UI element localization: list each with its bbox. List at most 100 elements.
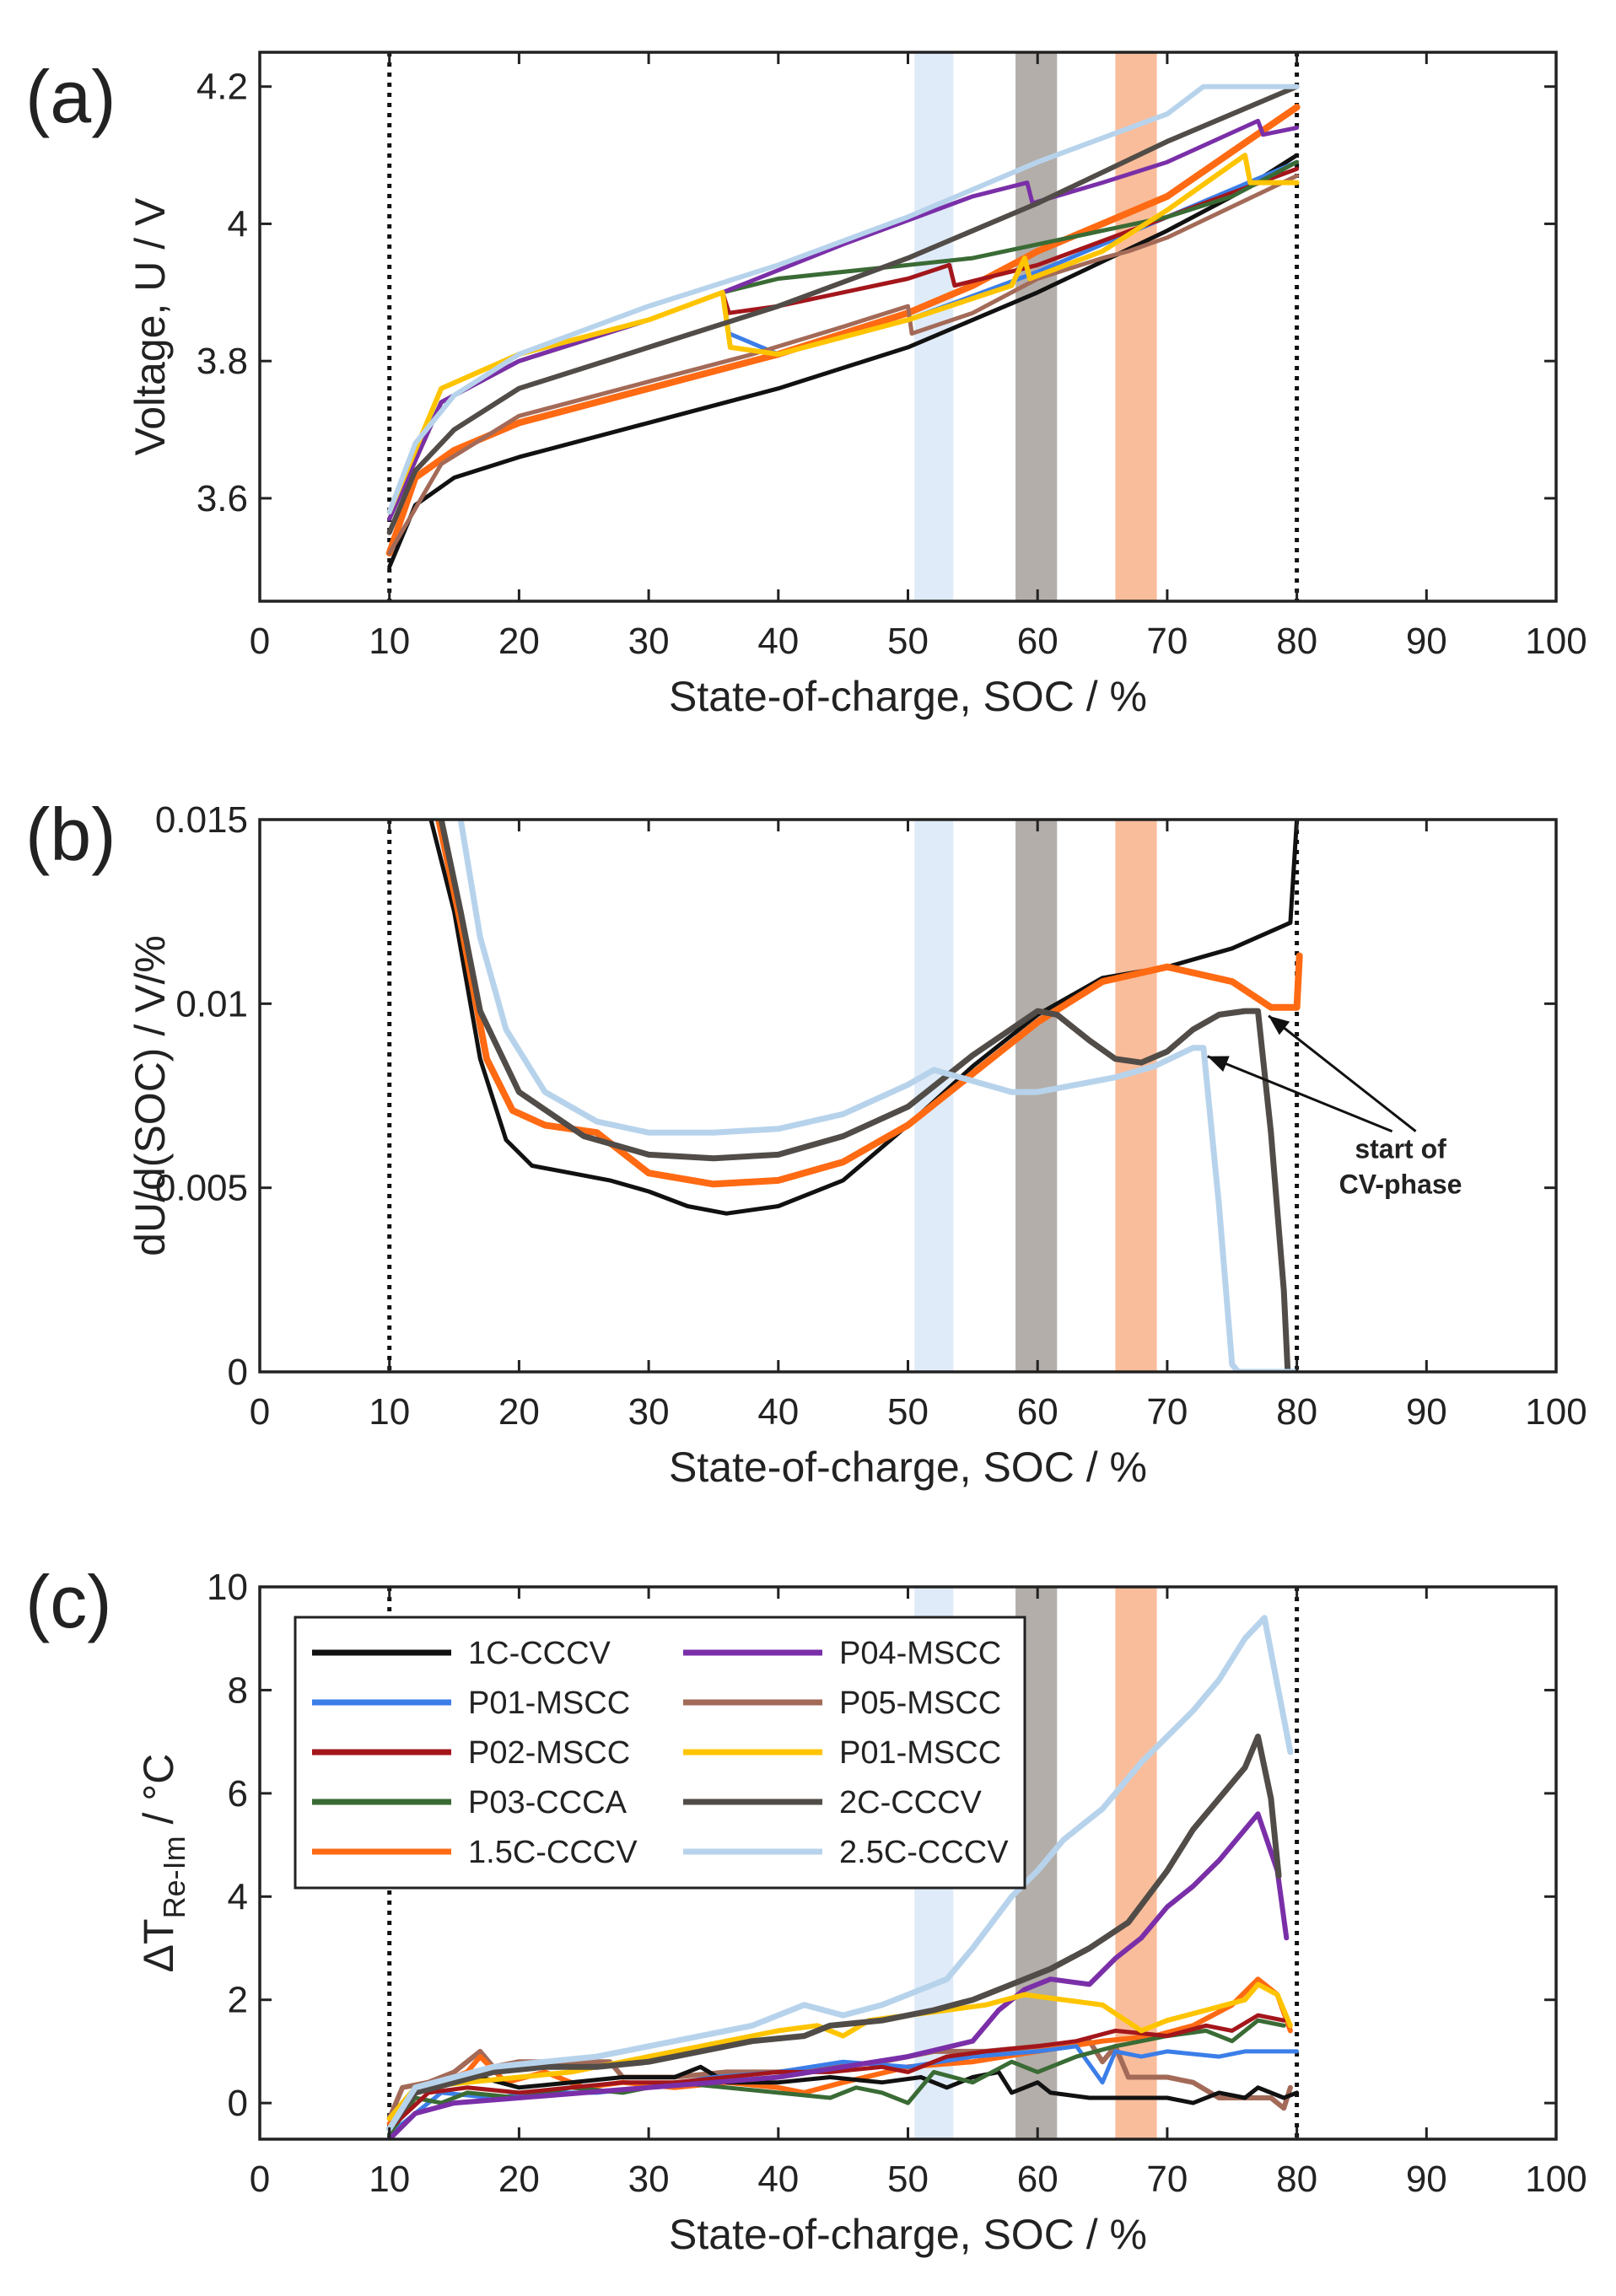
soc-band [1115,820,1157,1372]
soc-band [1015,820,1058,1372]
annotation-text: start of [1355,1134,1446,1164]
legend-label: 2C-CCCV [839,1785,983,1820]
y-tick-label: 10 [207,1567,248,1608]
y-tick-label: 3.6 [197,478,248,519]
x-tick-label: 30 [628,2159,670,2200]
y-tick-label: 6 [228,1773,248,1815]
x-tick-label: 30 [628,621,670,662]
series-line-1-5c-cccv [386,1976,1293,2127]
x-tick-label: 30 [628,1391,670,1433]
x-tick-label: 40 [757,2159,799,2200]
legend-label: P05-MSCC [839,1686,1001,1721]
y-axis-title: Voltage, U / V [127,197,174,455]
x-tick-label: 70 [1146,1391,1188,1433]
x-tick-label: 0 [250,621,270,662]
series-line-1c-cccv [428,820,1300,1216]
series-line-2c-cccv [438,820,1291,1372]
x-tick-label: 80 [1276,1391,1317,1433]
series-group [428,820,1303,1372]
x-tick-label: 20 [498,2159,540,2200]
x-tick-label: 60 [1017,2159,1058,2200]
annotation-arrow-head [1207,1056,1230,1073]
y-tick-label: 8 [228,1670,248,1711]
y-tick-label: 0.01 [175,983,248,1024]
x-tick-label: 0 [250,1391,270,1433]
annotation-text: CV-phase [1339,1170,1462,1200]
x-axis-title: State-of-charge, SOC / % [669,1444,1147,1491]
y-tick-label: 4 [228,1876,248,1917]
x-tick-label: 40 [757,621,799,662]
y-tick-label: 0.015 [155,799,248,841]
series-line-2-5c-cccv [386,1615,1294,2132]
x-tick-label: 50 [887,1391,929,1433]
legend-label: 2.5C-CCCV [839,1835,1009,1870]
x-tick-label: 50 [887,621,929,662]
annotation-arrow-head [1269,1015,1290,1035]
x-tick-label: 90 [1406,2159,1447,2200]
x-tick-label: 80 [1276,2159,1317,2200]
series-line-1c-cccv [387,2064,1300,2137]
annotation-arrow-shaft [1207,1055,1393,1133]
annotation-arrow-shaft [1268,1014,1417,1132]
legend-label: P01-MSCC [839,1735,1001,1771]
series-group [386,1615,1300,2139]
x-tick-label: 20 [498,621,540,662]
y-axis-title: ΔTRe-Im / °C [135,1754,191,1973]
y-tick-label: 0.005 [155,1168,248,1209]
panel-label: (c) [25,1560,112,1643]
series-line-p01-mscc [386,153,1300,515]
series-line-2-5c-cccv [457,820,1301,1372]
x-tick-label: 100 [1525,1391,1586,1433]
legend-label: P04-MSCC [839,1636,1001,1671]
series-line-1-5c-cccv [385,104,1301,557]
y-tick-label: 3.8 [197,341,248,382]
legend-label: 1C-CCCV [468,1636,611,1671]
soc-band [1115,52,1157,601]
x-tick-label: 40 [757,1391,799,1433]
x-tick-label: 70 [1146,2159,1188,2200]
x-tick-label: 50 [887,2159,929,2200]
series-line-2c-cccv [386,83,1300,535]
x-tick-label: 70 [1146,621,1188,662]
x-tick-label: 10 [369,1391,410,1433]
x-tick-label: 100 [1525,621,1586,662]
series-line-2c-cccv [386,1734,1282,2132]
x-axis-title: State-of-charge, SOC / % [669,2211,1147,2258]
y-tick-label: 2 [228,1980,248,2021]
series-line-2-5c-cccv [386,83,1300,515]
x-tick-label: 20 [498,1391,540,1433]
series-line-p04-mscc [387,118,1300,521]
x-tick-label: 90 [1406,1391,1447,1433]
y-tick-label: 4.2 [197,67,248,108]
legend-label: P03-CCCA [468,1785,628,1820]
legend-label: 1.5C-CCCV [468,1835,638,1870]
series-line-p02-mscc [387,2013,1286,2132]
y-tick-label: 0 [228,1352,248,1393]
x-axis-title: State-of-charge, SOC / % [669,673,1147,720]
y-tick-label: 4 [228,203,248,245]
series-group [385,83,1301,569]
x-tick-label: 10 [369,2159,410,2200]
legend-label: P01-MSCC [468,1686,630,1721]
series-line-1c-cccv [387,153,1300,569]
x-tick-label: 60 [1017,621,1058,662]
panel-label: (a) [25,55,116,138]
panel-b: 0 10 20 30 40 50 60 70 80 90 100 0 0.005 0.01 0.015 Sta… [25,793,1587,1491]
x-tick-label: 10 [369,621,410,662]
x-tick-label: 0 [250,2159,270,2200]
panel-label: (b) [25,793,116,876]
panel-a: 0 10 20 30 40 50 60 70 80 90 100 3.6 3.8 4 4.2 State-of… [25,51,1587,720]
legend-label: P02-MSCC [468,1735,630,1771]
x-tick-label: 60 [1017,1391,1058,1433]
y-axis-title: dU/d(SOC) / V/% [127,935,174,1256]
series-line-1-5c-cccv [435,820,1303,1188]
axes-frame [258,51,1558,603]
panel-c: 0 10 20 30 40 50 60 70 80 90 100 0 2 4 6 8 10 State-of-ch… [25,1560,1587,2258]
x-tick-label: 90 [1406,621,1447,662]
x-tick-label: 100 [1525,2159,1586,2200]
x-tick-label: 80 [1276,621,1317,662]
series-line-p02-mscc [387,166,1300,521]
soc-band [1015,52,1058,601]
y-tick-label: 0 [228,2083,248,2124]
